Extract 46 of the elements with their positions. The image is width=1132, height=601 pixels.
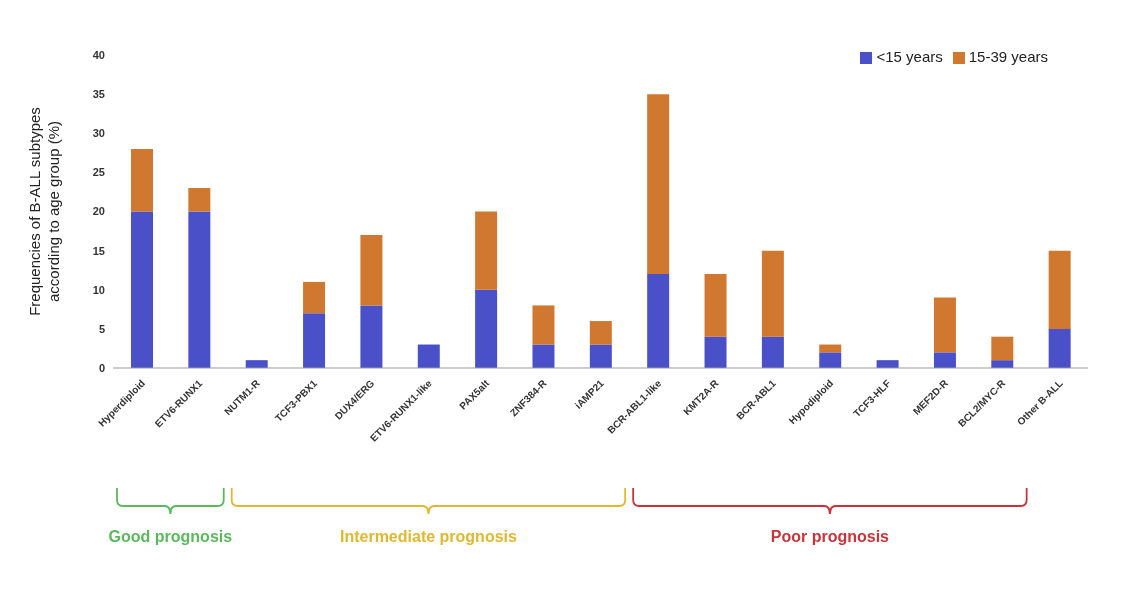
bar	[417, 344, 440, 368]
y-tick-label: 25	[92, 166, 105, 179]
y-tick-label: 40	[92, 48, 105, 61]
y-tick-label: 15	[92, 244, 105, 257]
bar	[303, 313, 326, 368]
bar	[933, 297, 956, 353]
y-tick-label: 30	[92, 127, 105, 140]
bar	[475, 289, 498, 368]
bar	[819, 344, 842, 353]
bar	[131, 148, 153, 212]
y-tick-label: 0	[98, 361, 105, 374]
bar	[819, 352, 842, 368]
bar	[647, 274, 670, 368]
bar	[532, 344, 555, 368]
legend-label: 15-39 years	[968, 48, 1048, 65]
y-tick-label: 20	[92, 205, 105, 218]
bar	[131, 211, 153, 368]
text: Poor prognosis	[770, 528, 890, 545]
bar	[245, 360, 268, 368]
bar	[188, 188, 211, 212]
bar	[761, 336, 784, 368]
bar	[761, 250, 784, 337]
bar	[991, 336, 1014, 361]
bar	[1048, 328, 1071, 368]
bar	[303, 281, 326, 314]
y-tick-label: 10	[92, 283, 105, 296]
bar	[704, 336, 727, 368]
text: Good prognosis	[108, 528, 233, 545]
bar	[647, 94, 670, 275]
text: Intermediate prognosis	[339, 528, 517, 545]
y-tick-label: 5	[98, 322, 105, 335]
bar	[704, 274, 727, 337]
y-tick-label: 35	[92, 88, 105, 101]
bar	[991, 360, 1014, 368]
bar	[360, 305, 383, 368]
bar	[1048, 250, 1071, 329]
bar	[532, 305, 555, 345]
bar	[360, 234, 383, 306]
bar	[589, 321, 612, 345]
bar	[589, 344, 612, 368]
bar	[876, 360, 899, 368]
y-axis-title: Frequencies of B-ALL subtypes according to age group (%)	[26, 107, 62, 316]
legend-label: <15 years	[876, 48, 943, 65]
bar	[933, 352, 956, 368]
bar	[188, 211, 211, 368]
bar	[475, 211, 498, 290]
